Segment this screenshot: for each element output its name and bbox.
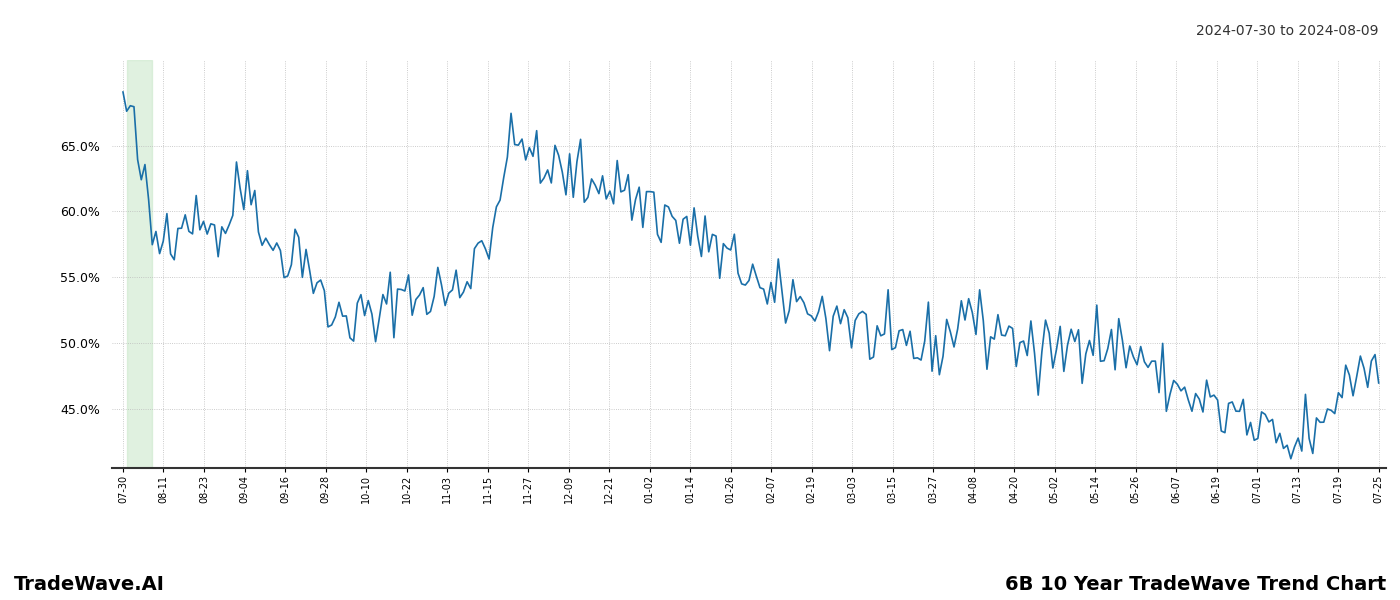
Text: TradeWave.AI: TradeWave.AI xyxy=(14,575,165,594)
Bar xyxy=(126,60,153,468)
Text: 6B 10 Year TradeWave Trend Chart: 6B 10 Year TradeWave Trend Chart xyxy=(1005,575,1386,594)
Text: 2024-07-30 to 2024-08-09: 2024-07-30 to 2024-08-09 xyxy=(1197,24,1379,38)
